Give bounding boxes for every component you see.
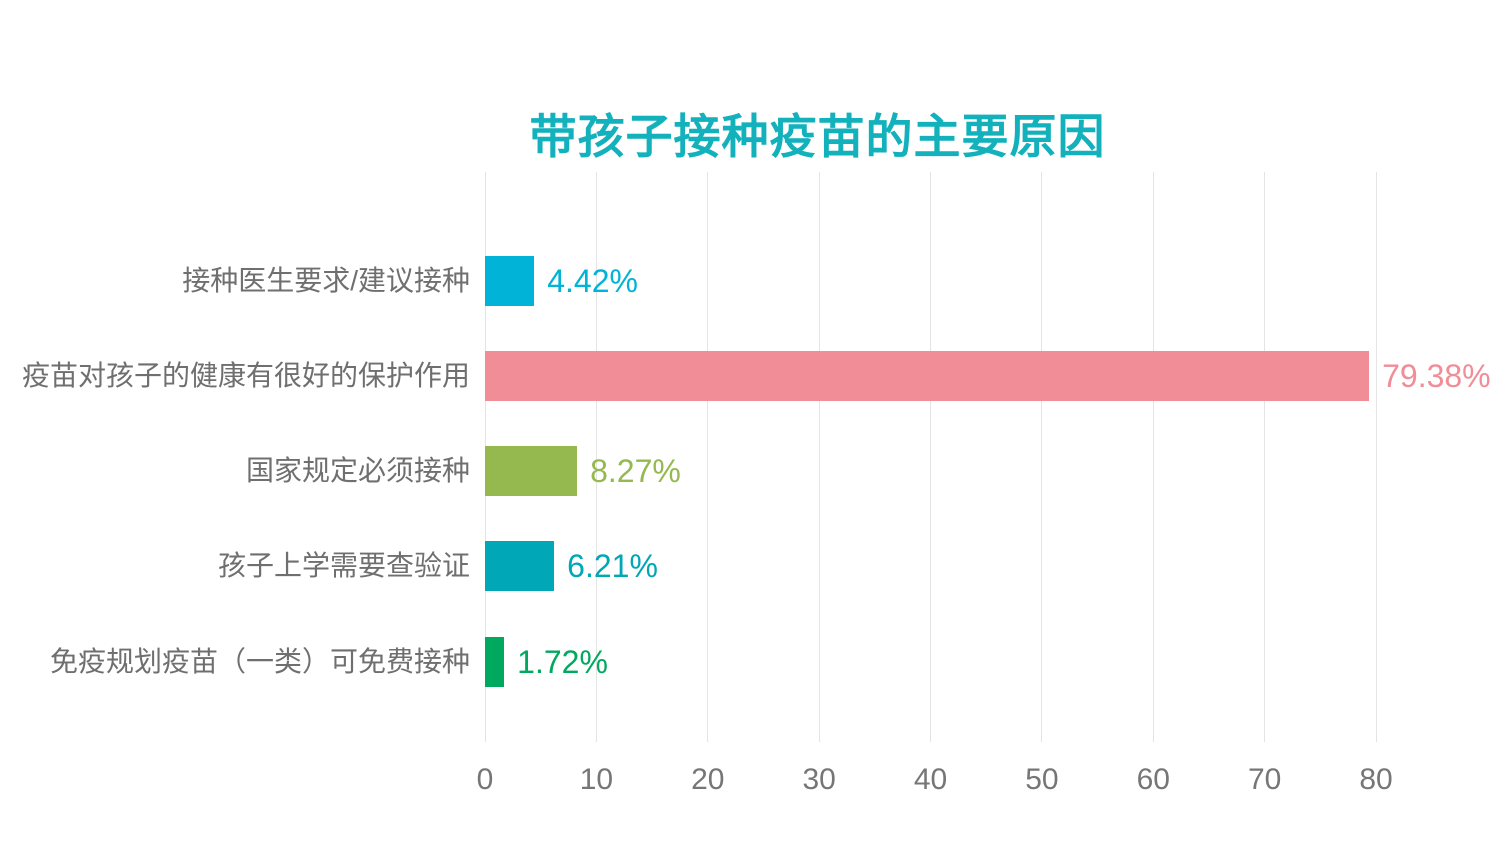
bar-value-label: 79.38%	[1382, 357, 1491, 394]
x-axis-tick-label: 0	[476, 763, 494, 796]
gridline	[1041, 172, 1043, 742]
category-label: 免疫规划疫苗（一类）可免费接种	[49, 645, 470, 677]
x-axis-tick-label: 10	[579, 763, 614, 796]
bar	[485, 541, 555, 592]
bar	[485, 636, 505, 687]
x-axis-tick-label: 50	[1025, 763, 1059, 796]
gridline	[1375, 172, 1377, 742]
bar	[485, 255, 535, 306]
x-axis-tick-label: 30	[802, 763, 836, 796]
category-label: 接种医生要求/建议接种	[182, 264, 470, 296]
gridline	[1152, 172, 1154, 742]
x-axis-tick-label: 20	[691, 763, 725, 796]
gridline	[1264, 172, 1266, 742]
category-label: 孩子上学需要查验证	[217, 550, 470, 582]
x-axis-tick-label: 60	[1136, 763, 1170, 796]
bar-value-label: 8.27%	[590, 453, 681, 489]
x-axis-tick-label: 80	[1359, 763, 1393, 796]
bar	[485, 446, 578, 496]
gridline	[707, 172, 709, 742]
x-axis-tick-label: 40	[913, 763, 948, 796]
gridline	[595, 172, 597, 742]
x-axis-tick-label: 70	[1247, 763, 1282, 796]
gridline	[818, 172, 820, 742]
bar-value-label: 6.21%	[567, 548, 658, 585]
category-label: 疫苗对孩子的健康有很好的保护作用	[21, 359, 470, 391]
bar	[485, 350, 1370, 401]
bar-value-label: 1.72%	[517, 643, 608, 680]
bar-value-label: 4.42%	[547, 262, 638, 299]
gridline	[930, 172, 931, 742]
chart-title: 带孩子接种疫苗的主要原因	[529, 110, 1106, 163]
category-label: 国家规定必须接种	[245, 455, 470, 486]
